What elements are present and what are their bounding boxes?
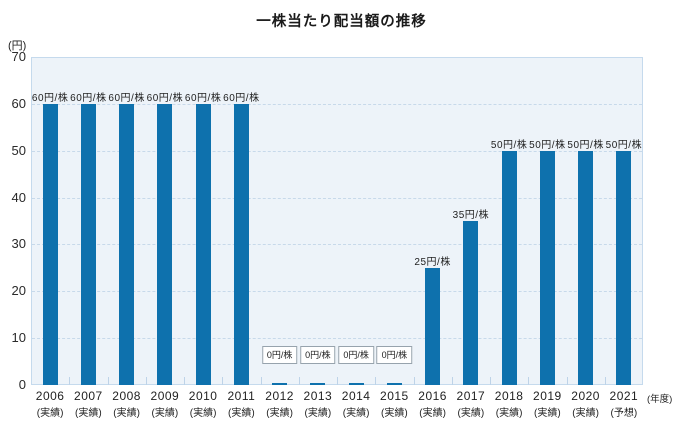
x-axis-status-label: (実績): [572, 408, 599, 419]
gridline: [32, 150, 642, 152]
x-axis-boundary-tick: [490, 377, 491, 385]
x-axis-boundary-tick: [222, 377, 224, 385]
y-axis-tick-label: 0: [18, 377, 26, 392]
x-axis-status-label: (予想): [610, 408, 638, 419]
x-axis-boundary-tick: [69, 377, 71, 385]
bar-value-label: 60円/株: [184, 92, 222, 104]
x-axis-status-label: (実績): [381, 408, 408, 419]
x-axis-year-label: 2013: [303, 389, 333, 403]
x-axis-status-label: (実績): [75, 408, 102, 419]
x-axis-status-label: (実績): [419, 408, 446, 419]
bar-2012: [272, 383, 288, 385]
x-axis-year-label: 2007: [74, 389, 103, 403]
bar-2015: [386, 383, 402, 385]
x-axis-unit-label: (年度): [647, 394, 673, 405]
bar-value-label: 50円/株: [529, 139, 566, 151]
bar-value-label-boxed: 0円/株: [338, 346, 374, 364]
x-axis-year-label: 2009: [150, 389, 180, 403]
x-axis-boundary-tick: [337, 377, 338, 385]
x-axis-boundary-tick: [566, 377, 568, 385]
bar-2019: [539, 150, 555, 385]
y-axis-unit-label: (円): [8, 40, 27, 52]
x-axis-boundary-tick: [145, 377, 147, 385]
bar-2021: [616, 150, 632, 385]
x-axis-status-label: (実績): [228, 408, 255, 419]
bar-2011: [233, 103, 249, 385]
x-axis-boundary-tick: [604, 377, 606, 385]
bar-2018: [501, 150, 517, 385]
chart-title: 一株当たり配当額の推移: [256, 14, 427, 30]
bar-value-label: 35円/株: [452, 210, 490, 221]
gridline: [32, 244, 642, 246]
y-axis-tick-label: 20: [11, 283, 26, 299]
x-axis-status-label: (実績): [36, 408, 64, 419]
x-axis-year-label: 2011: [227, 389, 256, 403]
bar-value-label-boxed: 0円/株: [376, 346, 413, 364]
bar-value-label: 50円/株: [605, 139, 643, 151]
x-axis-year-label: 2012: [265, 389, 294, 403]
bar-value-label-boxed: 0円/株: [261, 346, 298, 364]
bar-2016: [425, 267, 441, 385]
y-axis-tick-label: 10: [11, 330, 26, 346]
bar-value-label: 50円/株: [490, 139, 528, 151]
x-axis-boundary-tick: [413, 377, 415, 385]
bar-2008: [119, 103, 135, 385]
y-axis-tick-label: 60: [11, 95, 26, 111]
x-axis-year-label: 2018: [494, 389, 524, 403]
bar-value-label: 60円/株: [108, 92, 145, 104]
x-axis-year-label: 2019: [533, 389, 562, 403]
bar-2014: [348, 383, 364, 385]
x-axis-status-label: (実績): [266, 408, 293, 419]
x-axis-year-label: 2010: [188, 389, 218, 403]
x-axis-boundary-tick: [375, 377, 377, 385]
x-axis-year-label: 2017: [456, 389, 486, 403]
bar-2006: [42, 103, 58, 385]
bar-2007: [80, 103, 96, 385]
bar-value-label-boxed: 0円/株: [300, 346, 336, 364]
bar-value-label: 60円/株: [223, 92, 260, 104]
gridline: [32, 338, 642, 340]
y-axis-tick-label: 50: [11, 142, 26, 158]
x-axis-status-label: (実績): [304, 408, 332, 419]
bar-2020: [578, 150, 594, 385]
x-axis-year-label: 2021: [609, 389, 639, 403]
bar-value-label: 50円/株: [567, 139, 604, 151]
bar-2017: [463, 221, 479, 385]
bar-value-label: 25円/株: [414, 256, 451, 268]
x-axis-year-label: 2006: [35, 389, 65, 403]
x-axis-status-label: (実績): [151, 408, 179, 419]
y-axis-tick-label: 40: [11, 189, 26, 205]
bar-value-label: 60円/株: [146, 92, 184, 104]
x-axis-status-label: (実績): [534, 408, 561, 419]
x-axis-status-label: (実績): [113, 408, 140, 419]
bar-2010: [195, 103, 211, 385]
x-axis-status-label: (実績): [457, 408, 485, 419]
x-axis-year-label: 2014: [341, 389, 371, 403]
x-axis-year-label: 2008: [112, 389, 141, 403]
x-axis-year-label: 2016: [418, 389, 447, 403]
x-axis-year-label: 2015: [380, 389, 409, 403]
bar-2009: [157, 103, 173, 385]
x-axis-boundary-tick: [260, 377, 262, 385]
gridline: [32, 197, 642, 199]
gridline: [32, 291, 642, 293]
x-axis-boundary-tick: [298, 377, 300, 385]
x-axis-year-label: 2020: [571, 389, 600, 403]
x-axis-status-label: (実績): [342, 408, 370, 419]
bar-value-label: 60円/株: [70, 92, 107, 104]
x-axis-boundary-tick: [184, 377, 185, 385]
y-axis-tick-label: 70: [11, 49, 26, 64]
x-axis-status-label: (実績): [189, 408, 217, 419]
x-axis-status-label: (実績): [495, 408, 523, 419]
gridline: [32, 103, 642, 105]
bar-value-label: 60円/株: [31, 92, 69, 104]
x-axis-boundary-tick: [528, 377, 530, 385]
y-axis-tick-label: 30: [11, 236, 26, 252]
x-axis-boundary-tick: [107, 377, 109, 385]
x-axis-boundary-tick: [451, 377, 453, 385]
bar-2013: [310, 383, 326, 385]
